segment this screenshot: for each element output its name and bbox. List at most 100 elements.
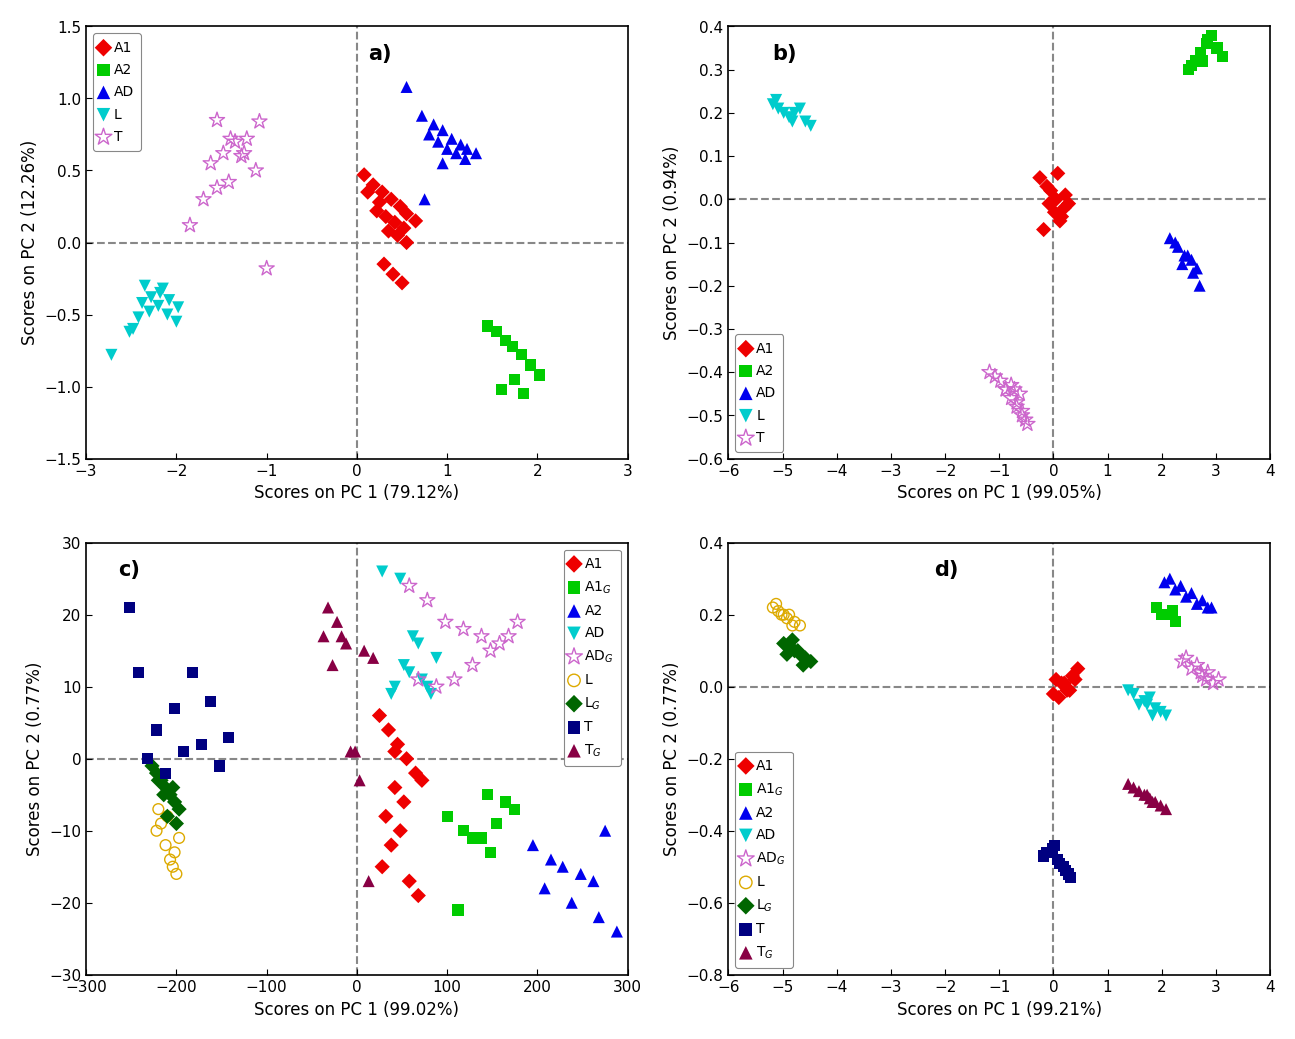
Point [1000,390,1020,406]
Point [376,808,396,825]
Point [1175,588,1195,605]
Point [455,151,475,167]
Point [1067,661,1088,677]
Point [783,105,804,122]
Point [1014,411,1035,428]
Point [1050,209,1071,225]
Point [164,794,185,810]
Point [1150,703,1171,720]
Point [436,808,457,825]
Point [1042,686,1063,702]
Point [155,765,176,781]
Point [426,649,447,666]
Point [385,743,405,760]
Point [405,765,426,781]
Point [1159,231,1180,247]
Point [369,194,390,211]
Point [1156,607,1177,623]
Point [800,654,821,670]
Point [1197,31,1217,48]
Point [168,830,189,847]
Point [150,772,171,789]
Point [150,816,171,832]
Point [773,607,794,623]
Point [1128,696,1149,713]
Point [534,880,554,897]
Point [1045,671,1066,688]
Point [1044,836,1064,853]
Point [442,131,462,148]
Point [357,184,378,201]
Point [249,113,269,130]
Point [435,614,456,631]
Point [522,836,543,853]
Point [1059,870,1080,886]
Point [166,314,186,330]
Point [1181,661,1202,677]
Point [768,603,789,619]
Point [101,347,122,364]
Point [1200,27,1221,44]
Point [376,209,396,225]
Point [480,642,501,659]
X-axis label: Scores on PC 1 (99.05%): Scores on PC 1 (99.05%) [896,484,1101,502]
Point [369,708,390,724]
Point [1190,45,1211,61]
Point [778,607,799,623]
Point [1133,787,1154,803]
Point [183,664,203,681]
Point [1145,600,1166,616]
Point [433,123,453,139]
Point [119,324,140,341]
Legend: A1, A1$_G$, A2, AD, AD$_G$, L, L$_G$, T, T$_G$: A1, A1$_G$, A2, AD, AD$_G$, L, L$_G$, T,… [736,752,793,968]
Point [164,700,185,717]
Point [421,686,442,702]
Point [480,844,501,860]
Point [1123,779,1143,796]
Point [783,614,804,631]
Point [1164,235,1185,251]
Point [326,614,347,631]
Point [174,743,194,760]
Point [166,816,186,832]
Point [768,101,789,117]
Point [1044,205,1064,221]
Point [1040,183,1061,199]
Y-axis label: Scores on PC 2 (12.26%): Scores on PC 2 (12.26%) [21,140,39,345]
Point [491,381,512,398]
Point [119,600,140,616]
Point [504,371,524,388]
Point [800,117,821,134]
Point [451,136,471,153]
Point [391,274,412,291]
Point [231,149,251,165]
Point [219,174,240,190]
Point [795,649,816,666]
Point [1186,657,1207,673]
Point [765,91,786,108]
Point [501,338,522,354]
Point [168,299,189,316]
Point [141,289,162,305]
Point [495,332,515,349]
Point [486,324,506,341]
Point [157,808,177,825]
Point [1164,614,1185,631]
Point [436,141,457,158]
Point [1195,671,1216,688]
Point [1185,53,1206,70]
Point [789,646,809,663]
Point [141,757,162,774]
Point [137,750,158,767]
Point [789,101,809,117]
Point [513,385,534,402]
Point [408,671,429,688]
Point [499,629,519,645]
Point [1154,575,1175,591]
Point [1142,708,1163,724]
Point [408,887,429,904]
Point [984,369,1005,385]
Point [396,235,417,251]
Point [414,191,435,208]
Point [313,629,334,645]
